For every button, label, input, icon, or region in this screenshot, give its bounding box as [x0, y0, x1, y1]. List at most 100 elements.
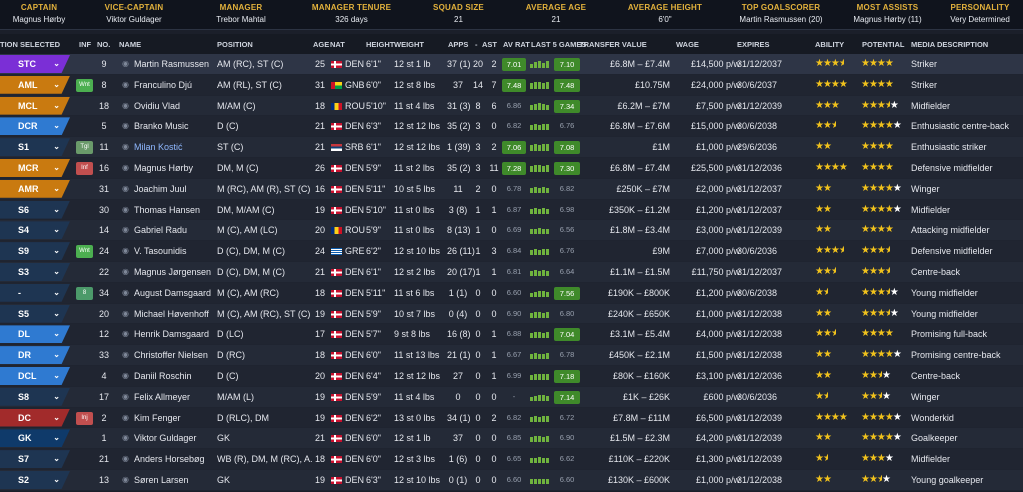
chevron-down-icon[interactable]: ⌄ [53, 183, 60, 193]
position-selector[interactable]: AML ⌄ [0, 75, 70, 94]
position-selector[interactable]: S8 ⌄ [0, 387, 70, 406]
position-selector[interactable]: MCL ⌄ [0, 96, 70, 115]
position-selector[interactable]: S6 ⌄ [0, 200, 70, 219]
player-name[interactable]: Felix Allmeyer [134, 391, 191, 402]
chevron-down-icon[interactable]: ⌄ [53, 204, 60, 214]
player-name[interactable]: Michael Høvenhoff [134, 308, 209, 319]
position-selector[interactable]: S4 ⌄ [0, 221, 70, 240]
player-name[interactable]: Kim Fenger [134, 412, 181, 423]
position-selector[interactable]: S1 ⌄ [0, 138, 70, 157]
chevron-down-icon[interactable]: ⌄ [53, 308, 60, 318]
table-row[interactable]: AML ⌄ Wnt 8 ◉ Franculino Djú AM (RL), ST (C) 31… [0, 74, 1023, 96]
col-name[interactable]: NAME [119, 40, 142, 49]
summary-value[interactable]: 326 days [335, 15, 368, 24]
col-weight[interactable]: WEIGHT [394, 40, 424, 49]
chevron-down-icon[interactable]: ⌄ [53, 142, 60, 152]
chevron-down-icon[interactable]: ⌄ [53, 266, 60, 276]
chevron-down-icon[interactable]: ⌄ [53, 246, 60, 256]
table-row[interactable]: STC ⌄ 9 ◉ Martin Rasmussen AM (RC), ST (C) 25 D… [0, 54, 1023, 75]
player-name[interactable]: Magnus Jørgensen [134, 266, 212, 277]
table-row[interactable]: S5 ⌄ 20 ◉ Michael Høvenhoff M (C), AM (RC), S… [0, 303, 1023, 325]
position-selector[interactable]: S2 ⌄ [0, 470, 70, 489]
summary-value[interactable]: Martin Rasmussen (20) [739, 15, 823, 24]
summary-value[interactable]: 21 [454, 15, 463, 24]
player-nationality[interactable]: DEN [345, 204, 365, 215]
chevron-down-icon[interactable]: ⌄ [53, 100, 60, 110]
player-nationality[interactable]: DEN [345, 454, 365, 465]
player-name[interactable]: Christoffer Nielsen [134, 350, 208, 361]
col-ability[interactable]: ABILITY [815, 40, 845, 49]
position-selector[interactable]: S9 ⌄ [0, 242, 70, 261]
col-age[interactable]: AGE [313, 40, 330, 49]
position-selector[interactable]: STC ⌄ [0, 55, 70, 73]
player-name[interactable]: Søren Larsen [134, 474, 189, 485]
chevron-down-icon[interactable]: ⌄ [53, 162, 60, 172]
chevron-down-icon[interactable]: ⌄ [53, 59, 60, 68]
table-row[interactable]: S8 ⌄ 17 ◉ Felix Allmeyer M/AM (L) 19 DEN 5'9" 11 … [0, 386, 1023, 408]
player-name[interactable]: V. Tasounidis [134, 246, 187, 257]
chevron-down-icon[interactable]: ⌄ [53, 225, 60, 235]
info-badge[interactable]: Tgl [76, 141, 93, 155]
col-position[interactable]: POSITION [217, 40, 253, 49]
summary-value[interactable]: Very Determined [950, 15, 1010, 24]
player-nationality[interactable]: DEN [345, 121, 365, 132]
chevron-down-icon[interactable]: ⌄ [53, 474, 60, 484]
player-name[interactable]: August Damsgaard [134, 287, 212, 298]
chevron-down-icon[interactable]: ⌄ [53, 433, 60, 443]
player-nationality[interactable]: GRE [345, 246, 365, 257]
summary-value[interactable]: Trebor Mahtal [216, 15, 266, 24]
chevron-down-icon[interactable]: ⌄ [53, 287, 60, 297]
player-nationality[interactable]: DEN [345, 370, 365, 381]
chevron-down-icon[interactable]: ⌄ [53, 412, 60, 422]
player-name[interactable]: Henrik Damsgaard [134, 329, 210, 340]
col-potential[interactable]: POTENTIAL [862, 40, 905, 49]
player-nationality[interactable]: DEN [345, 412, 365, 423]
info-badge[interactable]: Wnt [76, 78, 93, 92]
table-row[interactable]: S9 ⌄ Wnt 24 ◉ V. Tasounidis D (C), DM, M (C) 24… [0, 241, 1023, 262]
position-selector[interactable]: S3 ⌄ [0, 262, 70, 281]
player-name[interactable]: Branko Music [134, 121, 189, 132]
player-name[interactable]: Thomas Hansen [134, 204, 201, 215]
table-row[interactable]: DR ⌄ 33 ◉ Christoffer Nielsen D (RC) 18 DEN 6'0"… [0, 345, 1023, 366]
summary-value[interactable]: Viktor Guldager [106, 15, 162, 24]
player-name[interactable]: Gabriel Radu [134, 225, 188, 236]
player-nationality[interactable]: SRB [345, 142, 364, 153]
player-nationality[interactable]: GNB [345, 79, 365, 90]
player-name[interactable]: Milan Kostić [134, 142, 183, 153]
position-selector[interactable]: DCL ⌄ [0, 366, 70, 385]
player-nationality[interactable]: DEN [345, 162, 365, 173]
chevron-down-icon[interactable]: ⌄ [53, 79, 60, 89]
summary-value[interactable]: 6'0" [658, 15, 672, 24]
position-selector[interactable]: DL ⌄ [0, 325, 70, 344]
player-nationality[interactable]: DEN [345, 350, 365, 361]
table-row[interactable]: S7 ⌄ 21 ◉ Anders Horsebøg WB (R), DM, M (RC),… [0, 449, 1023, 470]
player-name[interactable]: Joachim Juul [134, 183, 187, 194]
table-row[interactable]: S2 ⌄ 13 ◉ Søren Larsen GK 19 DEN 6'3" 12 st 10 lb… [0, 469, 1023, 491]
table-row[interactable]: DL ⌄ 12 ◉ Henrik Damsgaard D (LC) 17 DEN 5'7" 9 s… [0, 324, 1023, 346]
position-selector[interactable]: - ⌄ [0, 283, 70, 302]
chevron-down-icon[interactable]: ⌄ [53, 391, 60, 401]
col-media-description[interactable]: MEDIA DESCRIPTION [911, 40, 989, 49]
table-row[interactable]: MCL ⌄ 18 ◉ Ovidiu Vlad M/AM (C) 18 ROU 5'10" 11 s… [0, 95, 1023, 117]
summary-value[interactable]: Magnus Hørby (11) [853, 15, 922, 24]
position-selector[interactable]: DCR ⌄ [0, 117, 70, 136]
col-last-5[interactable]: LAST 5 GAMES [531, 40, 587, 49]
player-nationality[interactable]: DEN [345, 308, 365, 319]
player-nationality[interactable]: DEN [345, 266, 365, 277]
table-row[interactable]: - ⌄ 8 34 ◉ August Damsgaard M (C), AM (RC) 18 DE… [0, 282, 1023, 304]
col-expires[interactable]: EXPIRES [737, 40, 770, 49]
player-nationality[interactable]: DEN [345, 474, 365, 485]
col-selection[interactable]: TION SELECTED [0, 40, 61, 49]
position-selector[interactable]: S5 ⌄ [0, 304, 70, 323]
col-apps[interactable]: APPS [448, 40, 469, 49]
chevron-down-icon[interactable]: ⌄ [53, 454, 60, 464]
table-row[interactable]: GK ⌄ 1 ◉ Viktor Guldager GK 21 DEN 6'0" 12 st 1 l… [0, 428, 1023, 450]
chevron-down-icon[interactable]: ⌄ [53, 329, 60, 339]
col-no[interactable]: NO. [97, 40, 111, 49]
info-badge[interactable]: Inj [76, 411, 93, 425]
chevron-down-icon[interactable]: ⌄ [53, 350, 60, 360]
table-row[interactable]: DCR ⌄ 5 ◉ Branko Music D (C) 21 DEN 6'3" 12 st 12… [0, 116, 1023, 138]
summary-value[interactable]: 21 [551, 15, 561, 24]
position-selector[interactable]: DC ⌄ [0, 408, 70, 427]
player-name[interactable]: Viktor Guldager [134, 433, 197, 444]
